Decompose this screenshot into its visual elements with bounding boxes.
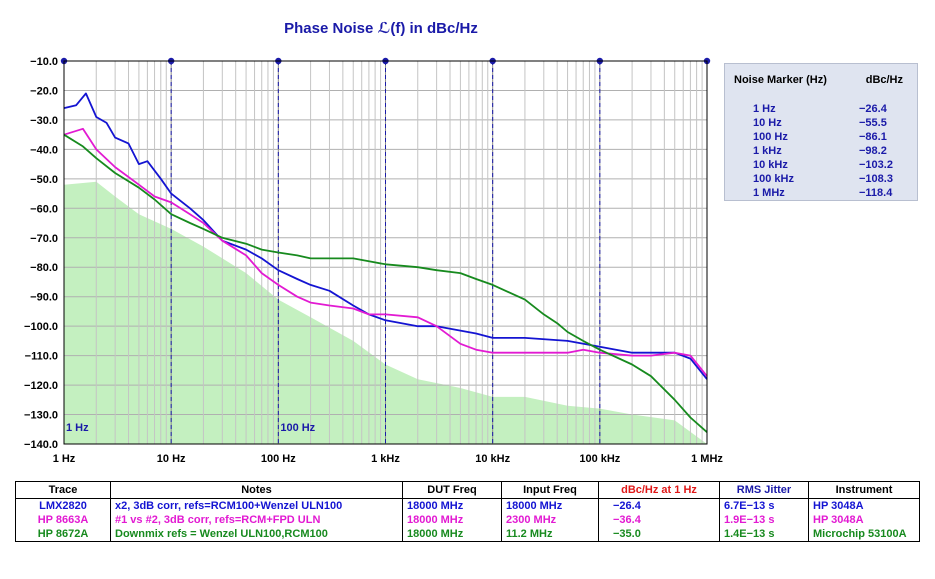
noise-marker-table: Noise Marker (Hz) dBc/Hz 1 Hz −26.4 10 Hz… (724, 63, 918, 201)
y-tick-label: −40.0 (30, 144, 58, 156)
series-area (64, 181, 707, 445)
marker-row: 10 Hz −55.5 (725, 116, 917, 130)
legend-jitter: 1.4E−13 s (719, 527, 809, 542)
marker-freq: 10 kHz (753, 159, 788, 171)
legend-header-instrument: Instrument (808, 481, 920, 499)
y-tick-label: −60.0 (30, 203, 58, 215)
legend-trace: LMX2820 (15, 498, 111, 513)
legend-dut-freq: 18000 MHz (402, 513, 502, 527)
marker-value: −103.2 (859, 159, 893, 171)
marker-row: 100 Hz −86.1 (725, 130, 917, 144)
y-tick-label: −20.0 (30, 85, 58, 97)
legend-jitter: 1.9E−13 s (719, 513, 809, 527)
marker-value: −86.1 (859, 131, 887, 143)
trace-legend-table: Trace Notes DUT Freq Input Freq dBc/Hz a… (15, 481, 920, 542)
marker-freq-header: Noise Marker (Hz) (734, 74, 827, 86)
marker-value: −55.5 (859, 117, 887, 129)
legend-trace: HP 8663A (15, 513, 111, 527)
legend-row: HP 8672A Downmix refs = Wenzel ULN100,RC… (15, 527, 920, 542)
legend-header-dbc: dBc/Hz at 1 Hz (598, 481, 720, 499)
series-line (63, 133, 708, 433)
legend-instrument: HP 3048A (808, 498, 920, 513)
x-tick-label: 10 kHz (475, 453, 510, 465)
legend-input-freq: 11.2 MHz (501, 527, 599, 542)
legend-header-trace: Trace (15, 481, 111, 499)
marker-rows: 1 Hz −26.4 10 Hz −55.5 100 Hz −86.1 1 kHz −9… (725, 102, 917, 200)
y-tick-label: −110.0 (25, 351, 58, 363)
x-tick-label: 10 Hz (157, 453, 186, 465)
y-tick-label: −100.0 (24, 321, 58, 333)
legend-row: HP 8663A #1 vs #2, 3dB corr, refs=RCM+FP… (15, 513, 920, 527)
y-tick-label: −120.0 (24, 380, 58, 392)
legend-instrument: Microchip 53100A (808, 527, 920, 542)
marker-row: 1 MHz −118.4 (725, 186, 917, 200)
legend-row: LMX2820 x2, 3dB corr, refs=RCM100+Wenzel… (15, 498, 920, 513)
legend-instrument: HP 3048A (808, 513, 920, 527)
marker-row: 1 Hz −26.4 (725, 102, 917, 116)
x-tick-label: 1 kHz (371, 453, 400, 465)
marker-freq: 1 Hz (753, 103, 776, 115)
y-tick-label: −80.0 (30, 262, 58, 274)
y-tick-label: −10.0 (30, 56, 58, 68)
x-tick-label: 100 Hz (261, 453, 296, 465)
legend-notes: #1 vs #2, 3dB corr, refs=RCM+FPD ULN (110, 513, 403, 527)
y-tick-label: −70.0 (30, 233, 58, 245)
legend-notes: x2, 3dB corr, refs=RCM100+Wenzel ULN100 (110, 498, 403, 513)
legend-header-notes: Notes (110, 481, 403, 499)
legend-header-row: Trace Notes DUT Freq Input Freq dBc/Hz a… (15, 481, 920, 499)
marker-value: −118.4 (859, 187, 893, 199)
span-label-start: 1 Hz (66, 422, 89, 434)
marker-row: 1 kHz −98.2 (725, 144, 917, 158)
plot-frame (63, 60, 708, 445)
y-tick-label: −130.0 (24, 410, 58, 422)
legend-header-input-freq: Input Freq (501, 481, 599, 499)
axes: −10.0 −20.0 −30.0 −40.0 −50.0 −60.0 −70.0 −80.0… (24, 56, 723, 465)
series-line (63, 92, 708, 380)
y-tick-label: −140.0 (24, 439, 58, 451)
y-tick-label: −90.0 (30, 292, 58, 304)
y-tick-label: −50.0 (30, 174, 58, 186)
marker-freq: 1 MHz (753, 187, 785, 199)
legend-header-jitter: RMS Jitter (719, 481, 809, 499)
marker-value: −108.3 (859, 173, 893, 185)
marker-freq: 100 kHz (753, 173, 794, 185)
marker-value: −98.2 (859, 145, 887, 157)
marker-value: −26.4 (859, 103, 887, 115)
legend-dbc: −36.4 (598, 513, 720, 527)
x-tick-label: 100 kHz (579, 453, 620, 465)
series-line (63, 127, 708, 377)
legend-input-freq: 2300 MHz (501, 513, 599, 527)
legend-dut-freq: 18000 MHz (402, 498, 502, 513)
legend-dbc: −26.4 (598, 498, 720, 513)
legend-jitter: 6.7E−13 s (719, 498, 809, 513)
phase-noise-chart: Phase Noise ℒ(f) in dBc/Hz −10.0 −20.0 −30… (24, 20, 723, 465)
marker-row: 100 kHz −108.3 (725, 172, 917, 186)
marker-row: 10 kHz −103.2 (725, 158, 917, 172)
y-tick-label: −30.0 (30, 115, 58, 127)
x-tick-label: 1 MHz (691, 453, 723, 465)
legend-dut-freq: 18000 MHz (402, 527, 502, 542)
legend-header-dut-freq: DUT Freq (402, 481, 502, 499)
legend-input-freq: 18000 MHz (501, 498, 599, 513)
x-tick-label: 1 Hz (53, 453, 76, 465)
series-lines (63, 92, 708, 433)
legend-notes: Downmix refs = Wenzel ULN100,RCM100 (110, 527, 403, 542)
marker-freq: 10 Hz (753, 117, 782, 129)
marker-freq: 1 kHz (753, 145, 782, 157)
span-label-end: 100 Hz (280, 422, 315, 434)
chart-title: Phase Noise ℒ(f) in dBc/Hz (284, 20, 478, 37)
legend-dbc: −35.0 (598, 527, 720, 542)
marker-table-header: Noise Marker (Hz) dBc/Hz (734, 74, 903, 90)
marker-freq: 100 Hz (753, 131, 788, 143)
noise-floor-area (64, 181, 707, 445)
legend-trace: HP 8672A (15, 527, 111, 542)
marker-value-header: dBc/Hz (865, 74, 903, 86)
